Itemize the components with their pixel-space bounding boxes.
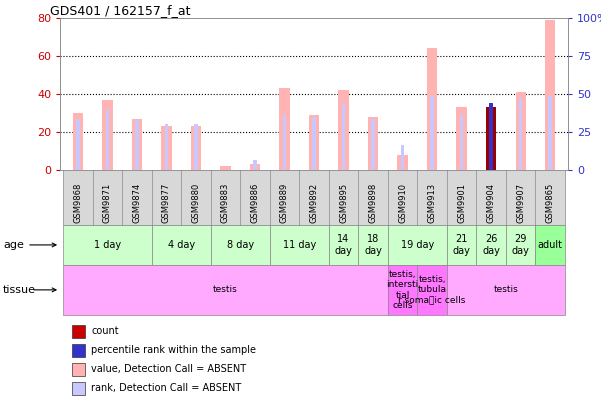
Bar — [368, 117, 378, 170]
Bar — [313, 117, 316, 170]
Bar — [460, 115, 463, 170]
Bar — [371, 118, 375, 170]
Bar — [545, 20, 555, 170]
Text: GDS401 / 162157_f_at: GDS401 / 162157_f_at — [50, 4, 191, 17]
Text: 18
day: 18 day — [364, 234, 382, 256]
Bar — [338, 90, 349, 170]
Bar — [489, 103, 493, 170]
Bar — [486, 107, 496, 170]
Bar — [106, 109, 109, 170]
Bar — [165, 124, 168, 170]
Text: 8 day: 8 day — [227, 240, 254, 250]
Text: adult: adult — [538, 240, 563, 250]
Text: 21
day: 21 day — [453, 234, 471, 256]
Bar — [427, 48, 438, 170]
Text: percentile rank within the sample: percentile rank within the sample — [91, 345, 257, 355]
Bar — [194, 124, 198, 170]
Text: 4 day: 4 day — [168, 240, 195, 250]
Bar — [250, 164, 260, 170]
Bar — [309, 115, 319, 170]
Text: testis,
tubula
r soma	ic cells: testis, tubula r soma ic cells — [398, 275, 466, 305]
Bar — [135, 120, 139, 170]
Text: count: count — [91, 326, 119, 336]
Bar — [486, 107, 496, 170]
Bar — [430, 96, 434, 170]
Text: 19 day: 19 day — [401, 240, 434, 250]
Bar — [191, 126, 201, 170]
Text: GSM9868: GSM9868 — [73, 183, 82, 223]
Text: GSM9913: GSM9913 — [428, 183, 436, 223]
Bar — [282, 115, 286, 170]
Text: GSM9889: GSM9889 — [280, 183, 289, 223]
Bar — [253, 160, 257, 170]
Text: GSM9877: GSM9877 — [162, 183, 171, 223]
Text: GSM9883: GSM9883 — [221, 183, 230, 223]
Text: tissue: tissue — [3, 285, 36, 295]
Text: GSM9910: GSM9910 — [398, 183, 407, 223]
Text: age: age — [3, 240, 24, 250]
Bar — [73, 113, 83, 170]
Bar — [397, 155, 407, 170]
Bar — [457, 107, 467, 170]
Bar — [132, 118, 142, 170]
Bar — [161, 126, 171, 170]
Text: 26
day: 26 day — [482, 234, 500, 256]
Text: testis: testis — [493, 286, 518, 294]
Bar — [519, 98, 522, 170]
Text: GSM9871: GSM9871 — [103, 183, 112, 223]
Text: GSM9886: GSM9886 — [251, 183, 260, 223]
Text: rank, Detection Call = ABSENT: rank, Detection Call = ABSENT — [91, 383, 242, 393]
Text: testis: testis — [213, 286, 238, 294]
Text: 1 day: 1 day — [94, 240, 121, 250]
Bar — [279, 88, 290, 170]
Bar — [401, 145, 404, 170]
Text: GSM9865: GSM9865 — [546, 183, 555, 223]
Text: GSM9904: GSM9904 — [487, 183, 496, 223]
Text: GSM9880: GSM9880 — [192, 183, 200, 223]
Text: GSM9907: GSM9907 — [516, 183, 525, 223]
Text: 29
day: 29 day — [512, 234, 529, 256]
Text: value, Detection Call = ABSENT: value, Detection Call = ABSENT — [91, 364, 246, 374]
Bar — [221, 166, 231, 170]
Text: GSM9901: GSM9901 — [457, 183, 466, 223]
Bar — [102, 99, 112, 170]
Bar — [76, 118, 79, 170]
Bar — [516, 92, 526, 170]
Text: GSM9874: GSM9874 — [132, 183, 141, 223]
Text: GSM9895: GSM9895 — [339, 183, 348, 223]
Text: GSM9892: GSM9892 — [310, 183, 319, 223]
Bar — [342, 103, 346, 170]
Bar — [549, 96, 552, 170]
Text: 14
day: 14 day — [335, 234, 352, 256]
Text: testis,
intersti
tial
cells: testis, intersti tial cells — [386, 270, 419, 310]
Text: GSM9898: GSM9898 — [368, 183, 377, 223]
Text: 11 day: 11 day — [282, 240, 316, 250]
